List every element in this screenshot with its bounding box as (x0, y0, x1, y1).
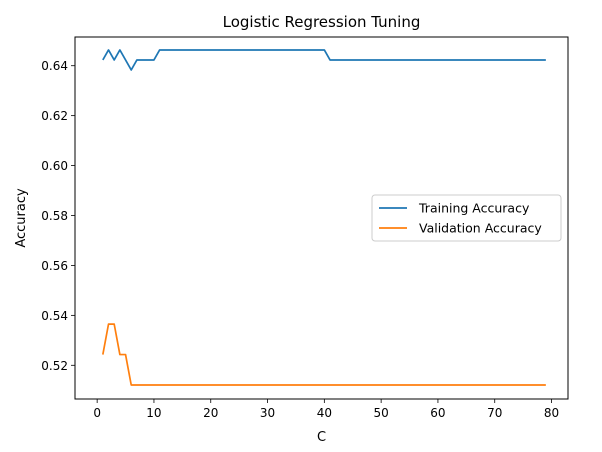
legend: Training Accuracy Validation Accuracy (371, 194, 562, 242)
legend-label-validation: Validation Accuracy (419, 221, 542, 236)
y-tick-label: 0.60 (41, 159, 68, 173)
plot-frame (74, 36, 569, 400)
x-tick-label: 50 (373, 406, 388, 420)
y-tick-label: 0.52 (41, 359, 68, 373)
x-tick-label: 10 (146, 406, 161, 420)
x-tick-label: 30 (260, 406, 275, 420)
x-tick-label: 0 (93, 406, 101, 420)
y-tick-label: 0.64 (41, 59, 68, 73)
series-line-training (102, 49, 546, 71)
x-tick-label: 60 (430, 406, 445, 420)
x-axis-label: C (317, 430, 326, 445)
y-axis-label: Accuracy (14, 188, 29, 248)
chart-title: Logistic Regression Tuning (223, 13, 421, 31)
x-tick-label: 20 (203, 406, 218, 420)
y-tick-label: 0.56 (41, 259, 68, 273)
y-axis: 0.52 0.54 0.56 0.58 0.60 0.62 0.64 (41, 59, 75, 373)
x-tick-label: 70 (487, 406, 502, 420)
y-tick-label: 0.58 (41, 209, 68, 223)
plot-area (101, 49, 546, 386)
legend-label-training: Training Accuracy (418, 201, 530, 216)
legend-box (371, 194, 562, 242)
series-line-validation (101, 323, 546, 386)
x-axis: 0 10 20 30 40 50 60 70 80 (93, 399, 559, 420)
x-tick-label: 80 (544, 406, 559, 420)
y-tick-label: 0.54 (41, 309, 68, 323)
x-tick-label: 40 (317, 406, 332, 420)
y-tick-label: 0.62 (41, 109, 68, 123)
